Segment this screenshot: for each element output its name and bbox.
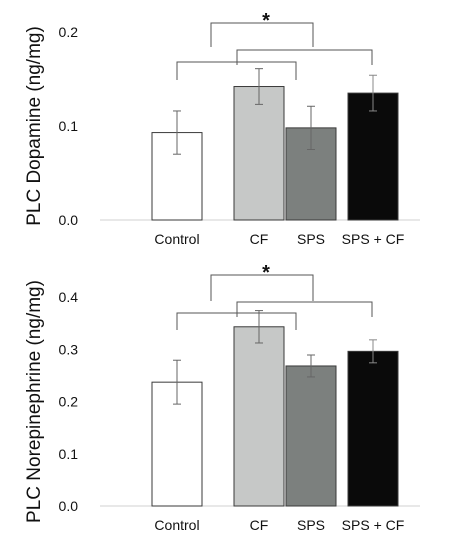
y-tick-label: 0.0 — [59, 498, 79, 514]
x-category-label: Control — [154, 517, 199, 533]
norepinephrine-panel: PLC Norepinephrine (ng/mg) 0.0 0.1 0.2 0.3 0.… — [24, 262, 420, 533]
y-tick-label: 0.3 — [59, 341, 79, 357]
bar — [233, 326, 285, 507]
significance-bracket — [210, 274, 314, 301]
y-axis-label: PLC Dopamine (ng/mg) — [24, 26, 45, 226]
bar — [285, 365, 337, 507]
x-category-label: Control — [154, 231, 199, 247]
bar — [347, 92, 399, 221]
x-category-label: SPS — [297, 231, 325, 247]
significance-bracket — [210, 22, 314, 47]
significance-bracket — [236, 301, 373, 317]
bar — [233, 86, 285, 221]
x-category-label: CF — [250, 517, 269, 533]
y-tick-label: 0.1 — [59, 446, 79, 462]
y-tick-label: 0.2 — [59, 24, 79, 40]
x-category-label: CF — [250, 231, 269, 247]
x-category-label: SPS — [297, 517, 325, 533]
x-category-label: SPS + CF — [342, 231, 405, 247]
y-tick-label: 0.4 — [59, 289, 79, 305]
significance-star: * — [262, 262, 270, 284]
bar — [151, 381, 203, 507]
x-category-label: SPS + CF — [342, 517, 405, 533]
y-axis-label: PLC Norepinephrine (ng/mg) — [24, 280, 45, 523]
y-tick-label: 0.1 — [59, 118, 79, 134]
y-tick-label: 0.2 — [59, 394, 79, 410]
dopamine-panel: PLC Dopamine (ng/mg) 0.0 0.1 0.2 Control CF SP… — [24, 10, 420, 247]
y-tick-label: 0.0 — [59, 212, 79, 228]
bar — [347, 350, 399, 507]
significance-bracket — [236, 49, 373, 65]
significance-star: * — [262, 10, 270, 32]
